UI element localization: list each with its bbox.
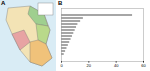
svg-text:60: 60 bbox=[141, 63, 146, 68]
html-text:B: B bbox=[58, 0, 63, 6]
html-text:A: A bbox=[1, 0, 6, 6]
svg-text:0: 0 bbox=[60, 63, 63, 68]
svg-text:40: 40 bbox=[114, 63, 119, 68]
svg-text:20: 20 bbox=[87, 63, 92, 68]
